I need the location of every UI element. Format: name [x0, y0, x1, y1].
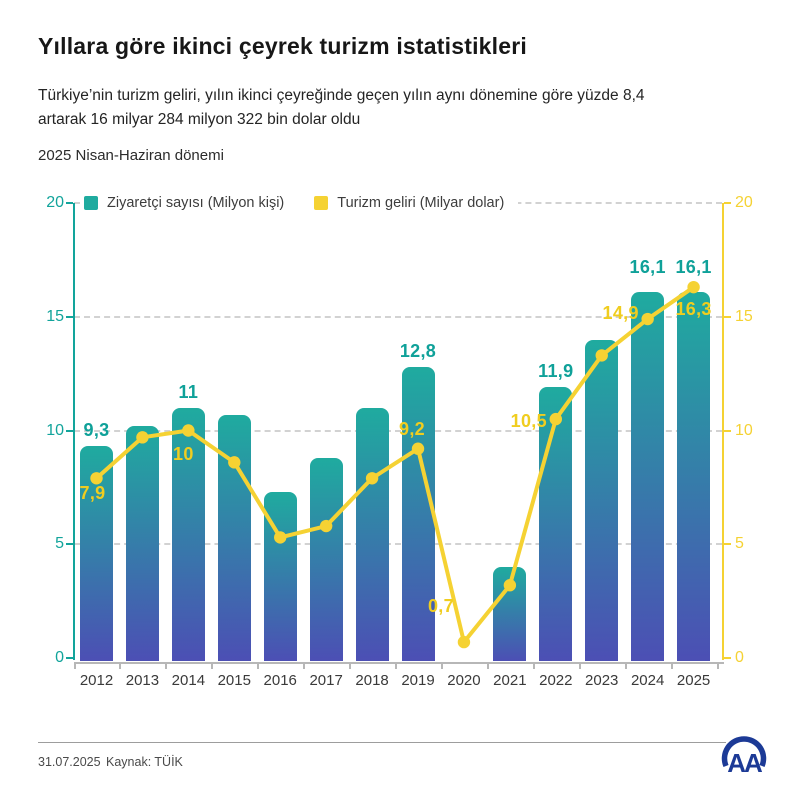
- y-axis-right: [722, 203, 724, 660]
- y-axis-left: [73, 203, 75, 660]
- visitors-swatch-icon: [84, 196, 98, 210]
- subtitle-line-1: Türkiye’nin turizm geliri, yılın ikinci …: [38, 87, 645, 104]
- line-value-label-2014: 10: [173, 443, 194, 464]
- legend-item-visitors: Ziyaretçi sayısı (Milyon kişi): [84, 195, 284, 211]
- x-axis-label-2023: 2023: [585, 672, 619, 689]
- y-axis-right-tick-0: [724, 657, 731, 659]
- x-axis-tick-4: [257, 663, 260, 669]
- y-axis-left-label-5: 5: [55, 535, 64, 553]
- y-axis-right-label-0: 0: [735, 649, 744, 666]
- line-value-label-2020: 0,7: [427, 596, 454, 617]
- x-axis-label-2025: 2025: [676, 672, 711, 689]
- y-axis-left-label-10: 10: [46, 421, 64, 439]
- bar-2015: [217, 414, 251, 661]
- x-axis-label-2015: 2015: [217, 672, 251, 689]
- publish-date: 31.07.2025: [38, 755, 101, 769]
- y-axis-right-label-20: 20: [735, 194, 753, 211]
- y-axis-left-label-0: 0: [55, 649, 64, 666]
- x-axis-label-2022: 2022: [539, 672, 573, 689]
- x-axis-label-2019: 2019: [401, 672, 435, 689]
- y-axis-right-tick-10: [724, 429, 731, 432]
- y-axis-left-label-20: 20: [46, 194, 64, 211]
- bar-value-label-2012: 9,3: [83, 420, 110, 441]
- x-axis-label-2014: 2014: [171, 672, 206, 689]
- x-axis-tick-13: [670, 663, 673, 669]
- line-value-label-2025: 16,3: [675, 299, 712, 320]
- aa-logo-arc: [721, 736, 767, 768]
- x-axis-tick-3: [211, 663, 214, 669]
- x-axis-tick-7: [395, 663, 398, 669]
- line-value-label-2022: 10,5: [510, 411, 547, 432]
- x-axis-tick-2: [165, 663, 168, 669]
- bar-2018: [355, 407, 389, 661]
- x-axis-tick-10: [532, 663, 535, 669]
- x-axis-label-2021: 2021: [493, 672, 527, 689]
- bar-2012: [80, 446, 113, 661]
- x-axis-tick-8: [440, 663, 443, 669]
- x-axis-tick-6: [349, 663, 352, 669]
- bar-2025: [677, 291, 711, 661]
- legend-label-visitors: Ziyaretçi sayısı (Milyon kişi): [107, 195, 285, 211]
- aa-logo-letters: AA: [727, 748, 763, 776]
- x-axis-tick-0: [73, 663, 76, 669]
- y-axis-right-tick-5: [724, 543, 731, 546]
- y-axis-left-tick-15: [66, 315, 73, 318]
- y-axis-left-tick-0: [66, 657, 73, 659]
- x-axis-label-2024: 2024: [630, 672, 665, 689]
- bar-2023: [585, 339, 619, 661]
- x-axis-tick-11: [578, 663, 581, 669]
- y-axis-left-tick-20: [66, 202, 73, 204]
- x-axis-label-2017: 2017: [309, 672, 343, 689]
- x-axis-tick-14: [716, 663, 719, 669]
- y-axis-right-label-10: 10: [735, 421, 753, 439]
- legend-label-income: Turizm geliri (Milyar dolar): [337, 195, 505, 211]
- income-swatch-icon: [314, 196, 329, 210]
- line-value-label-2024: 14,9: [602, 303, 639, 324]
- bar-value-label-2019: 12,8: [399, 340, 437, 361]
- y-axis-right-tick-20: [724, 202, 731, 204]
- chart-legend: Ziyaretçi sayısı (Milyon kişi) Turizm ge…: [84, 189, 519, 217]
- line-value-label-2019: 9,2: [399, 418, 425, 439]
- subtitle-line-2: artarak 16 milyar 284 milyon 322 bin dol…: [38, 111, 361, 128]
- bar-2016: [263, 491, 297, 661]
- x-axis-tick-9: [486, 663, 489, 669]
- x-axis-label-2013: 2013: [125, 672, 160, 689]
- bar-value-label-2025: 16,1: [675, 256, 712, 277]
- page-title: Yıllara göre ikinci çeyrek turizm istati…: [38, 33, 527, 59]
- bar-value-label-2022: 11,9: [538, 361, 574, 382]
- x-axis-tick-5: [303, 663, 306, 669]
- bar-2024: [631, 291, 665, 661]
- bar-2021: [493, 567, 527, 661]
- y-axis-right-tick-15: [724, 315, 731, 318]
- period-label: 2025 Nisan-Haziran dönemi: [38, 147, 224, 164]
- x-axis-label-2016: 2016: [263, 672, 297, 689]
- source-credit: Kaynak: TÜİK: [106, 755, 183, 769]
- x-axis-label-2020: 2020: [447, 672, 481, 689]
- y-axis-left-tick-10: [66, 429, 73, 432]
- y-axis-right-label-5: 5: [735, 535, 744, 553]
- bar-value-label-2014: 11: [178, 381, 199, 402]
- x-axis-tick-12: [624, 663, 627, 669]
- subtitle: Türkiye’nin turizm geliri, yılın ikinci …: [38, 84, 748, 132]
- x-axis-tick-1: [119, 663, 122, 669]
- bar-value-label-2024: 16,1: [629, 256, 666, 277]
- y-axis-right-label-15: 15: [735, 307, 753, 325]
- bar-2017: [309, 457, 343, 661]
- legend-item-income: Turizm geliri (Milyar dolar): [314, 195, 504, 211]
- line-value-label-2012: 7,9: [79, 483, 106, 504]
- y-axis-left-tick-5: [66, 543, 73, 546]
- income-point-2020: [457, 635, 471, 649]
- x-axis-label-2012: 2012: [79, 672, 114, 689]
- aa-agency-logo: AA: [721, 736, 767, 776]
- footer-divider: [38, 742, 726, 743]
- x-axis-label-2018: 2018: [355, 672, 389, 689]
- y-axis-left-label-15: 15: [46, 307, 64, 325]
- x-axis: [74, 662, 724, 664]
